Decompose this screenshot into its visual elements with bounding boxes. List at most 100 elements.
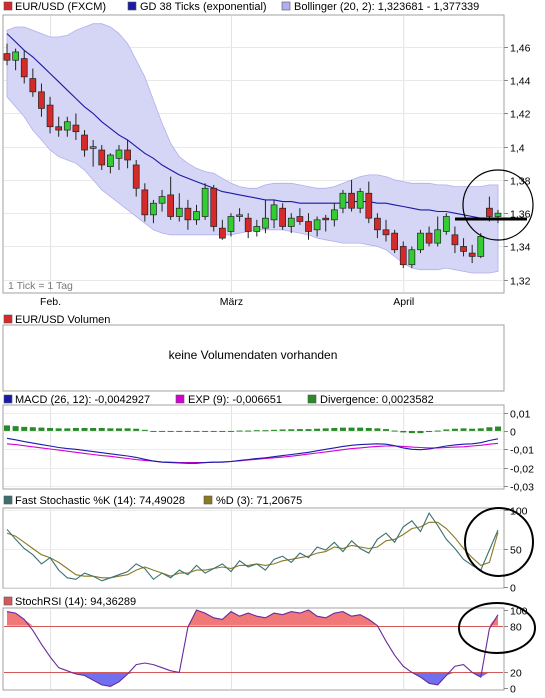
- divergence-bar: [64, 428, 71, 431]
- candle-body: [72, 124, 80, 133]
- candle-body: [399, 246, 407, 266]
- candle: [29, 68, 37, 97]
- candle: [494, 209, 502, 224]
- candle-body: [227, 216, 235, 232]
- candle: [81, 130, 88, 157]
- candle-body: [330, 209, 338, 221]
- divergence-bar: [365, 427, 372, 431]
- divergence-bar: [4, 425, 10, 431]
- candle: [330, 203, 338, 227]
- stoch-legend: Fast Stochastic %K (14): 74,49028 %D (3)…: [3, 495, 302, 507]
- candle: [253, 219, 261, 237]
- y-tick-label: -0,02: [510, 464, 534, 476]
- y-tick-label: 1,4: [510, 143, 525, 155]
- candle-body: [115, 149, 123, 159]
- divergence-bar: [339, 427, 346, 431]
- candle: [46, 96, 54, 134]
- divergence-bar: [391, 430, 398, 432]
- candle-body: [305, 221, 312, 232]
- candle-body: [150, 202, 157, 216]
- divergence-bar: [141, 429, 148, 431]
- annotation-circle-rsi: [458, 602, 536, 654]
- y-tick-label: -0,01: [510, 445, 534, 457]
- candle-body: [451, 234, 459, 246]
- rsi-line: [6, 609, 499, 687]
- divergence-bar: [417, 430, 424, 434]
- candle: [477, 233, 485, 259]
- candle-body: [158, 196, 166, 204]
- legend-swatch-rsi: [3, 596, 13, 606]
- candle: [305, 213, 312, 240]
- candle-body: [262, 217, 269, 229]
- bollinger-area: [6, 23, 499, 274]
- candle: [382, 219, 390, 242]
- legend-label-exp: EXP (9): -0,006651: [188, 394, 282, 406]
- candle: [124, 140, 131, 169]
- x-tick-label: April: [393, 296, 414, 308]
- candle: [244, 213, 252, 239]
- y-tick-label: 20: [510, 668, 522, 680]
- divergence-bar: [314, 428, 321, 431]
- candle: [322, 214, 330, 232]
- candle: [468, 244, 476, 264]
- macd-lines: [6, 437, 499, 464]
- candle-body: [236, 214, 243, 217]
- divergence-bar: [495, 426, 501, 431]
- annotation-circle-price: [462, 169, 534, 241]
- macd-line: [6, 437, 499, 464]
- candle-body: [132, 164, 140, 189]
- bollinger-band: [6, 23, 499, 274]
- annotation-circle-stoch: [464, 507, 534, 577]
- candle: [348, 179, 355, 212]
- candle: [417, 229, 424, 254]
- y-tick-label: 0,01: [510, 409, 531, 421]
- candle: [158, 189, 166, 212]
- divergence-bar: [193, 430, 200, 432]
- divergence-bar: [219, 430, 226, 432]
- legend-label-volume: EUR/USD Volumen: [15, 314, 110, 326]
- divergence-bar: [451, 428, 458, 431]
- legend-label-slowd: %D (3): 71,20675: [216, 495, 302, 507]
- divergence-bar: [245, 430, 252, 432]
- legend-label-ma: GD 38 Ticks (exponential): [140, 1, 267, 13]
- divergence-bar: [47, 427, 54, 431]
- divergence-bar: [55, 428, 62, 431]
- divergence-bar: [288, 429, 295, 431]
- candle-body: [296, 216, 304, 222]
- macd-grid: [4, 406, 503, 488]
- candle: [210, 184, 218, 232]
- legend-swatch-exp: [175, 394, 185, 404]
- divergence-bar: [279, 429, 286, 431]
- divergence-bar: [253, 430, 260, 432]
- ma-line: [6, 33, 498, 219]
- candlesticks: [3, 43, 502, 269]
- legend-label-rsi: StochRSI (14): 94,36289: [15, 596, 136, 608]
- candle-body: [244, 217, 252, 232]
- candle-body: [107, 154, 114, 167]
- stoch-panel-frame: [2, 507, 505, 589]
- candle: [270, 199, 278, 229]
- candle-body: [124, 149, 131, 161]
- candle: [107, 153, 114, 174]
- candle: [20, 50, 28, 84]
- candle-body: [486, 207, 493, 217]
- legend-swatch-slowd: [203, 495, 213, 505]
- legend-label-macd: MACD (26, 12): -0,0042927: [15, 394, 150, 406]
- candle: [460, 238, 467, 257]
- candle-body: [287, 217, 295, 227]
- divergence-bar: [426, 430, 433, 433]
- y-tick-label: 100: [510, 606, 528, 618]
- candle-body: [279, 207, 286, 227]
- divergence-bar: [460, 428, 467, 431]
- candle-body: [434, 229, 442, 244]
- stoch-lines: [6, 512, 499, 582]
- candle: [408, 246, 416, 269]
- candle: [365, 181, 373, 224]
- divergence-bar: [167, 430, 174, 432]
- candle-body: [89, 146, 97, 149]
- candle-body: [408, 249, 416, 266]
- macd-y-axis: 0,01 0 -0,01 -0,02 -0,03: [504, 409, 534, 494]
- candle: [72, 113, 80, 141]
- candle-body: [167, 194, 175, 217]
